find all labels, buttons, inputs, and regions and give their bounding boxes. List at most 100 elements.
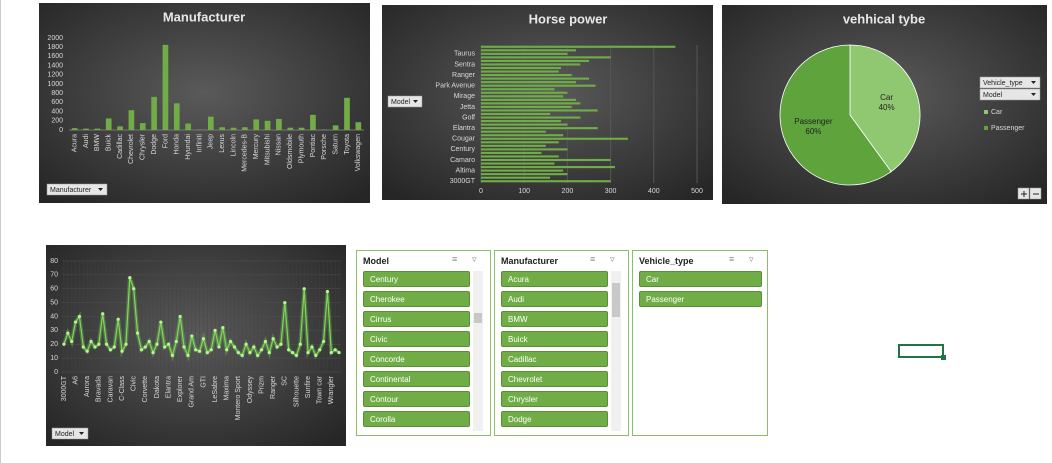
- x-tick-label: Explorer: [177, 375, 184, 402]
- bar: [117, 126, 123, 130]
- bar: [219, 127, 226, 130]
- point: [163, 345, 167, 349]
- y-tick-label: 30: [50, 327, 58, 334]
- x-tick-label: 500: [691, 188, 703, 195]
- slicer-item[interactable]: Acura: [501, 271, 608, 287]
- zoom-button[interactable]: [1029, 187, 1042, 200]
- slicer-item[interactable]: Dodge: [501, 411, 608, 427]
- point: [244, 342, 248, 346]
- filter-button-label: Model: [983, 92, 1003, 99]
- x-tick-label: Chrysler: [140, 133, 147, 160]
- clear-filter-icon[interactable]: ▿: [472, 254, 477, 264]
- slicer-item[interactable]: BMW: [501, 311, 608, 327]
- y-tick-label: 0: [59, 127, 63, 134]
- slicer: Vehicle_type ≡ ▿ Car Passenger: [632, 250, 768, 436]
- slicer-item[interactable]: Car: [639, 271, 762, 287]
- bar: [481, 95, 564, 98]
- x-tick-label: Bravada: [96, 376, 103, 402]
- bar: [481, 98, 577, 101]
- slicer-item[interactable]: Passenger: [639, 291, 762, 307]
- point: [314, 353, 318, 357]
- chart-title: Manufacturer: [163, 9, 245, 24]
- x-tick-label: Lexus: [219, 134, 226, 153]
- y-tick-label: 70: [50, 272, 58, 279]
- bar: [481, 162, 555, 165]
- y-tick-label: 3000GT: [450, 178, 476, 185]
- y-tick-label: Camaro: [450, 157, 475, 164]
- slicer-item[interactable]: Cirrus: [363, 311, 470, 327]
- slicer-item[interactable]: Contour: [363, 391, 470, 407]
- bar: [481, 169, 564, 172]
- bar: [481, 134, 564, 137]
- bar: [242, 127, 248, 130]
- selected-cell[interactable]: [898, 344, 946, 360]
- point: [182, 345, 186, 349]
- x-tick-label: 3000GT: [61, 375, 68, 401]
- point: [333, 348, 337, 352]
- clear-filter-icon[interactable]: ▿: [749, 254, 754, 264]
- point: [70, 339, 74, 344]
- point: [321, 339, 326, 344]
- zoom-button[interactable]: [1017, 187, 1030, 200]
- slicer-item[interactable]: Buick: [501, 331, 608, 347]
- slicer-item[interactable]: Cherokee: [363, 291, 470, 307]
- bar: [71, 128, 78, 130]
- chart-background: [46, 245, 346, 446]
- point: [287, 348, 291, 352]
- chart-title: Horse power: [529, 11, 608, 26]
- slicer-item[interactable]: Continental: [363, 371, 470, 387]
- x-tick-label: Toyota: [344, 134, 351, 155]
- bar: [230, 127, 237, 130]
- model-line-chart: 0 10 20 30 40 50 60 70 80 3000GT A6 Aurora Bravada Ca…: [46, 245, 346, 446]
- point: [132, 287, 136, 291]
- slicer-item[interactable]: Chevrolet: [501, 371, 608, 387]
- y-tick-label: 1000: [47, 81, 63, 88]
- multi-select-icon[interactable]: ≡: [729, 254, 735, 264]
- bar: [481, 116, 581, 119]
- point: [252, 345, 256, 349]
- filter-button[interactable]: [979, 88, 1041, 101]
- slicer-item[interactable]: Cadillac: [501, 351, 608, 367]
- filter-button[interactable]: [51, 427, 89, 440]
- slicer-item[interactable]: Chrysler: [501, 391, 608, 407]
- y-tick-label: 0: [54, 369, 58, 376]
- point: [139, 348, 144, 352]
- pie-slice: [779, 44, 892, 186]
- y-tick-label: 20: [50, 341, 58, 348]
- y-tick-label: 1600: [47, 53, 63, 60]
- filter-button[interactable]: [387, 95, 423, 108]
- dropdown-arrow: [79, 432, 84, 435]
- point: [97, 342, 101, 346]
- clear-filter-icon[interactable]: ▿: [610, 254, 615, 264]
- y-tick-label: 1400: [47, 62, 63, 69]
- x-tick-label: Prizm: [258, 376, 265, 394]
- filter-button-label: Manufacturer: [50, 187, 92, 194]
- bar: [481, 52, 568, 55]
- point: [101, 312, 105, 316]
- slicer-item[interactable]: Civic: [363, 331, 470, 347]
- bar: [94, 128, 101, 130]
- filter-button-label: Model: [55, 431, 75, 438]
- slicer-item[interactable]: Century: [363, 271, 470, 287]
- bar: [481, 63, 581, 66]
- y-tick-label: 600: [51, 99, 63, 106]
- filter-button[interactable]: [46, 183, 108, 196]
- point: [124, 342, 128, 346]
- y-tick-label: 400: [51, 108, 63, 115]
- multi-select-icon[interactable]: ≡: [590, 254, 596, 264]
- bar: [481, 56, 611, 59]
- x-tick-label: Aurora: [84, 376, 91, 397]
- y-tick-label: 50: [50, 299, 58, 306]
- x-tick-label: GTI: [200, 376, 207, 388]
- x-tick-label: Wrangler: [328, 375, 335, 404]
- x-tick-label: Odyssey: [247, 376, 254, 404]
- slicer: Model ≡ ▿ Century Cherokee Cirrus Civic Concord…: [356, 250, 491, 436]
- slicer-item[interactable]: Concorde: [363, 351, 470, 367]
- x-tick-label: 200: [562, 188, 574, 195]
- slicer-item[interactable]: Corolla: [363, 411, 470, 427]
- y-tick-label: Century: [450, 146, 475, 153]
- bar: [481, 88, 555, 91]
- multi-select-icon[interactable]: ≡: [452, 254, 458, 264]
- slicer-item[interactable]: Audi: [501, 291, 608, 307]
- filter-button[interactable]: [979, 76, 1041, 89]
